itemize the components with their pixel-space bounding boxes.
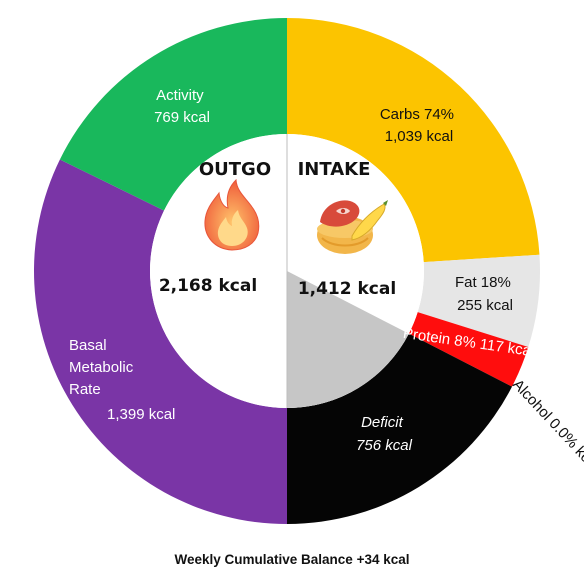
- deficit-value: 756 kcal: [356, 437, 413, 454]
- segment-fat: [417, 254, 540, 348]
- deficit-name: Deficit: [361, 414, 404, 431]
- fat-value: 255 kcal: [457, 297, 513, 314]
- segment-activity: [59, 18, 288, 211]
- fire-icon: [204, 178, 260, 251]
- intake-total: 1,412 kcal: [298, 279, 396, 299]
- outgo-total: 2,168 kcal: [159, 276, 257, 296]
- bmr-line-2: Metabolic: [69, 359, 134, 376]
- segment-basal-metabolic-rate: [34, 159, 288, 524]
- segment-protein: [408, 312, 529, 387]
- deficit-label: Deficit 756 kcal: [356, 414, 413, 454]
- bmr-line-3: Rate: [69, 381, 101, 398]
- bmr-value: 1,399 kcal: [107, 406, 175, 423]
- carbs-name: Carbs 74%: [380, 106, 454, 123]
- segment-deficit: [287, 333, 513, 524]
- carbs-label: Carbs 74% 1,039 kcal: [380, 106, 458, 145]
- alcohol-label: Alcohol 0.0% kcal: [509, 376, 584, 474]
- center-deficit-wedge: [287, 271, 409, 408]
- fat-name: Fat 18%: [455, 274, 511, 291]
- activity-value: 769 kcal: [154, 109, 210, 126]
- food-bowl-icon: [317, 200, 388, 254]
- bmr-label: Basal Metabolic Rate 1,399 kcal: [69, 337, 175, 423]
- carbs-value: 1,039 kcal: [385, 128, 453, 145]
- activity-label: Activity 769 kcal: [154, 87, 210, 126]
- intake-heading: INTAKE: [298, 159, 371, 180]
- segment-carbs: [287, 18, 540, 263]
- bmr-line-1: Basal: [69, 337, 107, 354]
- outgo-heading: OUTGO: [199, 159, 271, 180]
- activity-name: Activity: [156, 87, 204, 104]
- weekly-balance-footer: Weekly Cumulative Balance +34 kcal: [174, 552, 410, 567]
- fat-label: Fat 18% 255 kcal: [455, 274, 515, 314]
